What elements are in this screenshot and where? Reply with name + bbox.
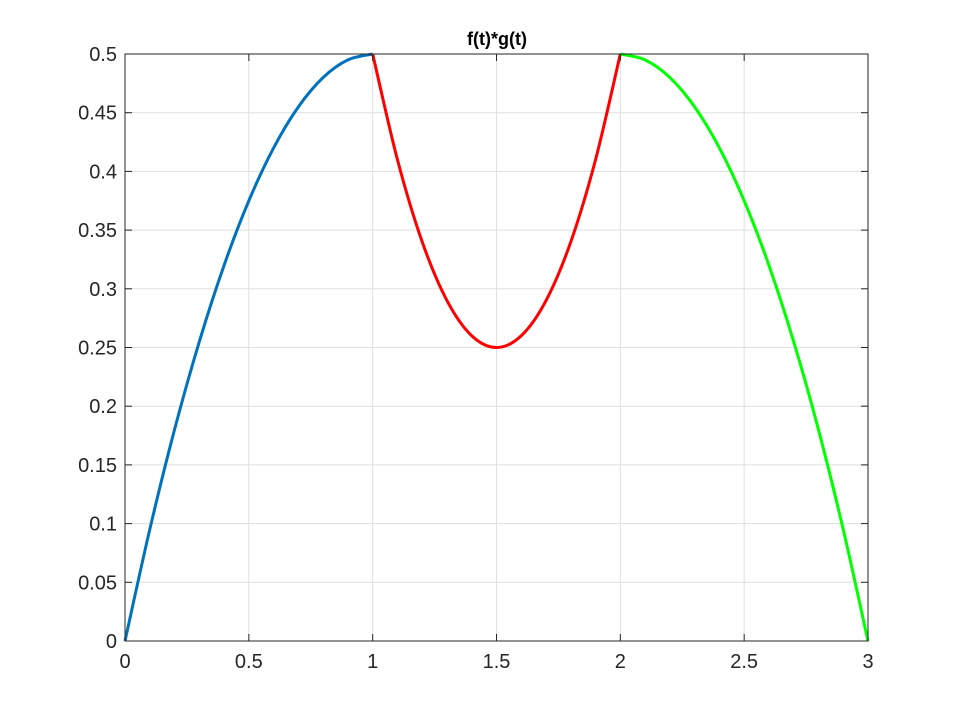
x-tick-label: 3 bbox=[862, 651, 873, 673]
plot-area: 0 0.5 1 1.5 2 2.5 3 0 0.05 0.1 0.15 0.2 0.25 0.3 0.35 0… bbox=[78, 44, 874, 673]
y-tick-label: 0.2 bbox=[89, 396, 117, 418]
x-tick-label: 2 bbox=[615, 651, 626, 673]
y-tick-label: 0.45 bbox=[78, 103, 117, 125]
x-tick-label: 2.5 bbox=[730, 651, 758, 673]
series-line-2 bbox=[371, 53, 622, 349]
y-tick-label: 0.35 bbox=[78, 220, 117, 242]
x-tick-label: 1 bbox=[367, 651, 378, 673]
y-tick-label: 0.4 bbox=[89, 161, 117, 183]
series-line-3 bbox=[619, 52, 870, 642]
x-tick-label: 0 bbox=[119, 651, 130, 673]
y-tick-label: 0.5 bbox=[89, 44, 117, 66]
chart-title: f(t)*g(t) bbox=[467, 29, 527, 49]
y-tick-label: 0.25 bbox=[78, 338, 117, 360]
y-tick-label: 0.05 bbox=[78, 572, 117, 594]
x-tick-label: 0.5 bbox=[235, 651, 263, 673]
y-tick-label: 0.1 bbox=[89, 514, 117, 536]
y-tick-label: 0.15 bbox=[78, 455, 117, 477]
y-tick-label: 0.3 bbox=[89, 279, 117, 301]
series-line-1 bbox=[123, 52, 374, 642]
x-tick-label: 1.5 bbox=[483, 651, 511, 673]
y-tick-label: 0 bbox=[106, 631, 117, 653]
